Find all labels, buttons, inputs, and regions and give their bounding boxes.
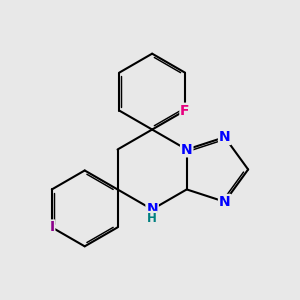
Text: N: N xyxy=(181,142,193,157)
Text: N: N xyxy=(219,130,230,144)
Text: I: I xyxy=(49,220,54,234)
Text: H: H xyxy=(147,212,157,225)
Text: F: F xyxy=(180,103,190,118)
Text: N: N xyxy=(146,202,158,216)
Text: N: N xyxy=(219,195,230,209)
